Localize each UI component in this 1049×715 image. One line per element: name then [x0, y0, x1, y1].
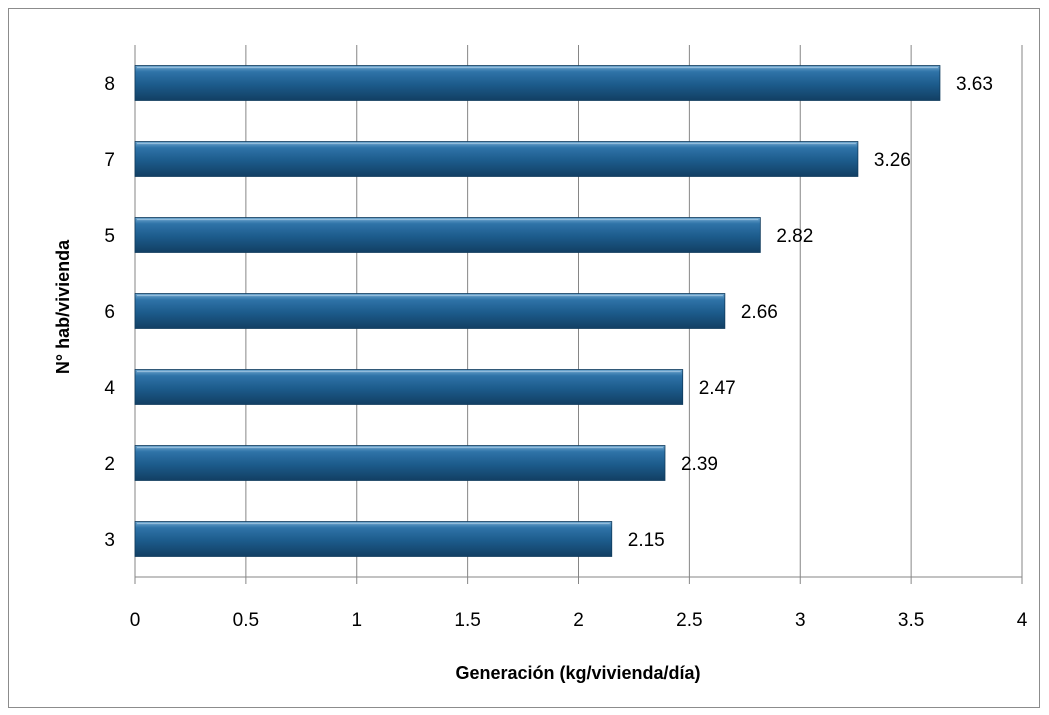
bar	[134, 141, 859, 177]
data-label: 3.26	[874, 150, 911, 171]
x-tick-label: 1.5	[454, 610, 480, 631]
x-tick-label: 2	[573, 610, 584, 631]
bar	[134, 217, 761, 253]
x-axis-title: Generación (kg/vivienda/día)	[455, 663, 700, 683]
bar-chart: 3.63 3.26 2.82 2.66 2.47 2.39 2.15 8 7 5 6 4 2 3 0 0.…	[53, 45, 1028, 683]
bar	[134, 445, 666, 481]
y-tick-label: 7	[104, 150, 115, 171]
data-label: 2.39	[681, 454, 718, 475]
y-tick-label: 3	[104, 530, 115, 551]
chart-frame: 3.63 3.26 2.82 2.66 2.47 2.39 2.15 8 7 5 6 4 2 3 0 0.…	[8, 8, 1040, 708]
y-tick-label: 2	[104, 454, 115, 475]
x-tick-label: 0.5	[233, 610, 259, 631]
data-label: 3.63	[956, 74, 993, 95]
bars	[134, 65, 941, 557]
bar	[134, 65, 941, 101]
x-axis-tick-labels: 0 0.5 1 1.5 2 2.5 3 3.5 4	[130, 610, 1028, 631]
y-tick-label: 4	[104, 378, 115, 399]
y-axis-title: N° hab/vivienda	[53, 239, 73, 374]
data-labels: 3.63 3.26 2.82 2.66 2.47 2.39 2.15	[628, 74, 993, 551]
x-tick-label: 0	[130, 610, 141, 631]
data-label: 2.66	[741, 302, 778, 323]
x-tick-label: 3	[795, 610, 806, 631]
bar	[134, 369, 684, 405]
y-tick-label: 6	[104, 302, 115, 323]
bar	[134, 521, 613, 557]
data-label: 2.15	[628, 530, 665, 551]
data-label: 2.82	[776, 226, 813, 247]
x-tick-label: 2.5	[676, 610, 702, 631]
x-tick-label: 1	[351, 610, 362, 631]
x-tick-label: 3.5	[898, 610, 924, 631]
data-label: 2.47	[699, 378, 736, 399]
bar	[134, 293, 726, 329]
y-axis-tick-labels: 8 7 5 6 4 2 3	[104, 74, 115, 551]
y-tick-label: 5	[104, 226, 115, 247]
x-tick-label: 4	[1017, 610, 1028, 631]
y-tick-label: 8	[104, 74, 115, 95]
